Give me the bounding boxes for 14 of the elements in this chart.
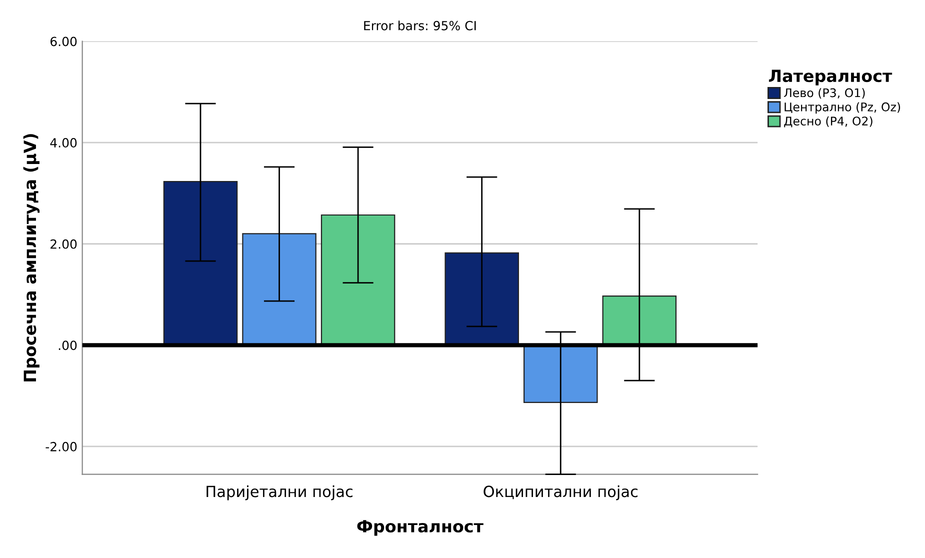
legend-label: Десно (P4, O2) (784, 116, 872, 128)
x-tick-label: Паријетални појас (206, 485, 352, 500)
legend-title: Латералност (768, 70, 892, 86)
x-axis-title: Фронталност (357, 520, 484, 536)
y-tick-label: .00 (58, 340, 77, 350)
y-tick-label: 2.00 (50, 239, 77, 249)
y-tick-label: -2.00 (46, 442, 77, 452)
y-tick-label: 4.00 (50, 138, 77, 148)
legend-label: Централно (Pz, Oz) (784, 102, 900, 114)
chart-subtitle: Error bars: 95% CI (364, 20, 476, 30)
legend-label: Лево (P3, O1) (784, 88, 865, 99)
y-tick-label: 6.00 (50, 36, 77, 46)
y-axis-title: Просечна амплитуда (μV) (23, 134, 40, 382)
x-tick-label: Окципитални појас (484, 485, 638, 500)
